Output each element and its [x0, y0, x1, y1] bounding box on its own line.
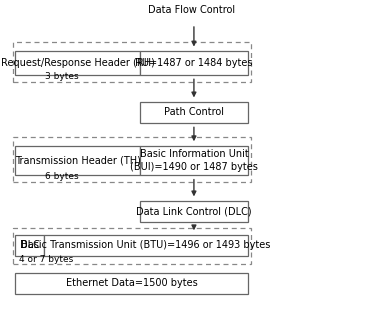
- Bar: [13, 228, 251, 263]
- Bar: [13, 137, 251, 182]
- Text: 6 bytes: 6 bytes: [45, 172, 78, 181]
- Text: 4 or 7 bytes: 4 or 7 bytes: [19, 255, 73, 264]
- Text: Ethernet Data=1500 bytes: Ethernet Data=1500 bytes: [66, 278, 197, 288]
- Bar: [140, 146, 248, 175]
- Bar: [140, 51, 248, 75]
- Text: 3 bytes: 3 bytes: [45, 72, 78, 81]
- Bar: [140, 201, 248, 222]
- Bar: [15, 235, 44, 256]
- Text: Basic Transmission Unit (BTU)=1496 or 1493 bytes: Basic Transmission Unit (BTU)=1496 or 14…: [21, 240, 271, 250]
- Text: Basic Information Unit
(BUI)=1490 or 1487 bytes: Basic Information Unit (BUI)=1490 or 148…: [130, 149, 258, 172]
- Bar: [15, 273, 248, 294]
- Text: Path Control: Path Control: [164, 107, 224, 117]
- Text: RU=1487 or 1484 bytes: RU=1487 or 1484 bytes: [135, 58, 253, 68]
- Text: Data Link Control (DLC): Data Link Control (DLC): [136, 206, 252, 216]
- Text: Transmission Header (TH): Transmission Header (TH): [15, 156, 141, 165]
- Bar: [15, 146, 140, 175]
- Bar: [13, 42, 251, 82]
- Bar: [44, 235, 248, 256]
- Text: Data Flow Control: Data Flow Control: [149, 5, 235, 15]
- Text: DLC: DLC: [20, 240, 40, 250]
- Bar: [140, 102, 248, 123]
- Bar: [15, 51, 140, 75]
- Text: Request/Response Header (RH): Request/Response Header (RH): [1, 58, 155, 68]
